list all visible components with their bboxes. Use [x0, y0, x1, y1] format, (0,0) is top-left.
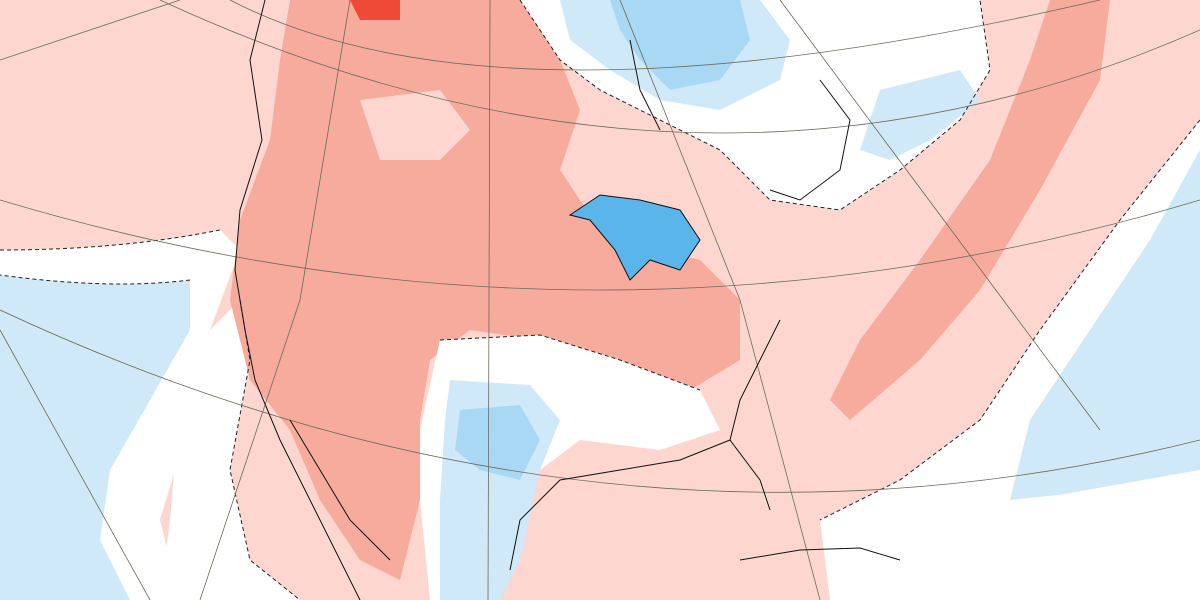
- neutral-area: [840, 500, 1000, 580]
- graticule: [159, 0, 1200, 134]
- graticule: [229, 0, 1101, 71]
- warm-area: [230, 0, 740, 580]
- hot-area: [350, 0, 400, 20]
- cool-area: [1010, 150, 1200, 500]
- neutral-area: [160, 300, 300, 600]
- coastline: [509, 319, 781, 571]
- cool-area: [455, 405, 540, 480]
- graticule: [0, 309, 1200, 493]
- contour: [439, 119, 1200, 521]
- cool-area: [570, 195, 700, 280]
- coastline: [289, 419, 391, 561]
- coastline: [629, 39, 851, 201]
- cool-area: [860, 70, 980, 160]
- graticule: [199, 0, 351, 600]
- cool-area: [610, 0, 750, 90]
- graticule: [0, 199, 1200, 291]
- cool-area: [0, 275, 190, 600]
- coastline: [739, 547, 901, 561]
- coastline: [568, 194, 701, 281]
- coastline: [234, 0, 361, 600]
- graticule: [619, 0, 821, 600]
- warm-area: [830, 0, 1110, 420]
- contour: [0, 229, 301, 600]
- graticule: [0, 329, 151, 600]
- neutral-area: [960, 470, 1200, 600]
- graticule: [0, 0, 181, 61]
- contour: [519, 0, 991, 211]
- graticule: [779, 0, 1101, 431]
- mild-area: [360, 90, 470, 160]
- graticule: [487, 0, 491, 600]
